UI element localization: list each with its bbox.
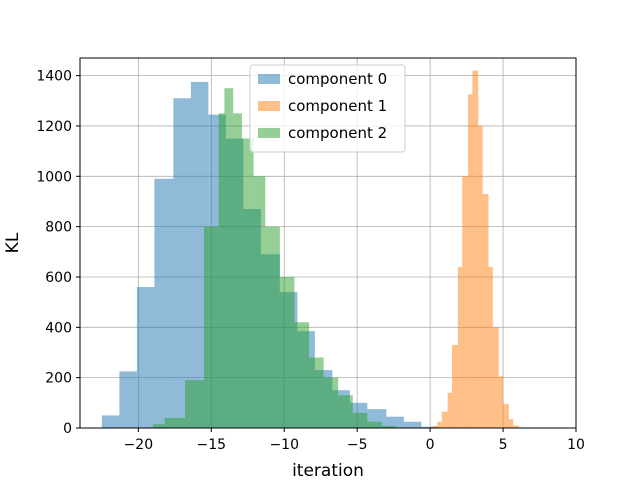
series-1-bars (431, 70, 520, 429)
y-axis-label: KL (3, 232, 23, 253)
x-tick-label: 5 (499, 437, 508, 453)
histogram-bar (253, 176, 266, 428)
histogram-bar (492, 327, 499, 428)
histogram-bar (265, 226, 280, 428)
legend-label: component 1 (288, 97, 387, 115)
x-axis-ticks: −20 −15 −10 −5 0 5 10 (124, 428, 585, 453)
histogram-bar (152, 424, 165, 428)
y-tick-label: 1400 (36, 69, 72, 85)
histogram-bar (204, 226, 219, 428)
legend-swatch (258, 101, 280, 111)
y-tick-label: 0 (63, 421, 72, 437)
histogram-bar (185, 380, 204, 428)
y-tick-label: 800 (45, 220, 72, 236)
histogram-bar (338, 395, 353, 428)
histogram-bar (452, 344, 458, 428)
x-tick-label: 0 (426, 437, 435, 453)
histogram-bar (367, 421, 382, 428)
legend-label: component 2 (288, 124, 387, 142)
x-tick-label: −15 (197, 437, 227, 453)
histogram-bar (224, 88, 234, 429)
histogram-bar (478, 125, 483, 429)
axes-spines (79, 57, 577, 429)
axes-frame (79, 57, 577, 429)
histogram-bar (431, 425, 438, 428)
histogram-bar (154, 178, 174, 428)
histogram-bar (381, 425, 397, 428)
histogram-bar (101, 415, 120, 428)
histogram-bar (233, 113, 242, 429)
histogram-bar (503, 404, 509, 428)
histogram-bar (437, 421, 442, 428)
y-axis-ticks: 0 200 400 600 800 1000 1200 1400 (36, 69, 80, 437)
y-tick-label: 200 (45, 371, 72, 387)
histogram-bar (421, 426, 439, 428)
histogram-bars (101, 70, 520, 429)
histogram-bar (386, 416, 404, 428)
histogram-bar (468, 94, 473, 429)
histogram-bar (164, 417, 186, 428)
histogram-bar (403, 421, 422, 428)
legend-box (249, 64, 406, 153)
y-tick-label: 1000 (36, 169, 72, 185)
legend-item: component 1 (258, 97, 387, 115)
histogram-bar (352, 412, 368, 428)
x-tick-label: −5 (347, 437, 368, 453)
y-tick-label: 400 (45, 320, 72, 336)
histogram-bar (498, 376, 504, 428)
histogram-bar (323, 377, 339, 428)
histogram-bar (508, 419, 514, 428)
x-axis-label: iteration (292, 461, 364, 480)
histogram-bar (482, 193, 489, 428)
histogram-bar (488, 266, 493, 428)
y-tick-label: 1200 (36, 119, 72, 135)
histogram-bar (513, 425, 520, 428)
histogram-bar (441, 411, 448, 428)
x-tick-label: −20 (124, 437, 154, 453)
series-2-bars (152, 88, 397, 429)
histogram-bar (294, 322, 310, 428)
legend-item: component 0 (258, 70, 387, 88)
histogram-bar (119, 371, 137, 428)
x-tick-label: 10 (567, 437, 585, 453)
histogram-bar (472, 70, 479, 429)
legend: component 0 component 1 component 2 (249, 64, 406, 153)
histogram-bar (241, 138, 254, 428)
legend-swatch (258, 128, 280, 138)
histogram-bar (279, 276, 295, 428)
histogram-bar (136, 287, 155, 428)
x-tick-label: −10 (269, 437, 299, 453)
histogram-bar (447, 392, 452, 428)
histogram-bar (457, 266, 463, 428)
histogram-bar (309, 357, 324, 428)
legend-label: component 0 (288, 70, 387, 88)
histogram-bar (462, 176, 469, 428)
histogram-bar (173, 98, 191, 429)
y-tick-label: 600 (45, 270, 72, 286)
legend-swatch (258, 74, 280, 84)
histogram-bar (218, 113, 225, 429)
legend-item: component 2 (258, 124, 387, 142)
